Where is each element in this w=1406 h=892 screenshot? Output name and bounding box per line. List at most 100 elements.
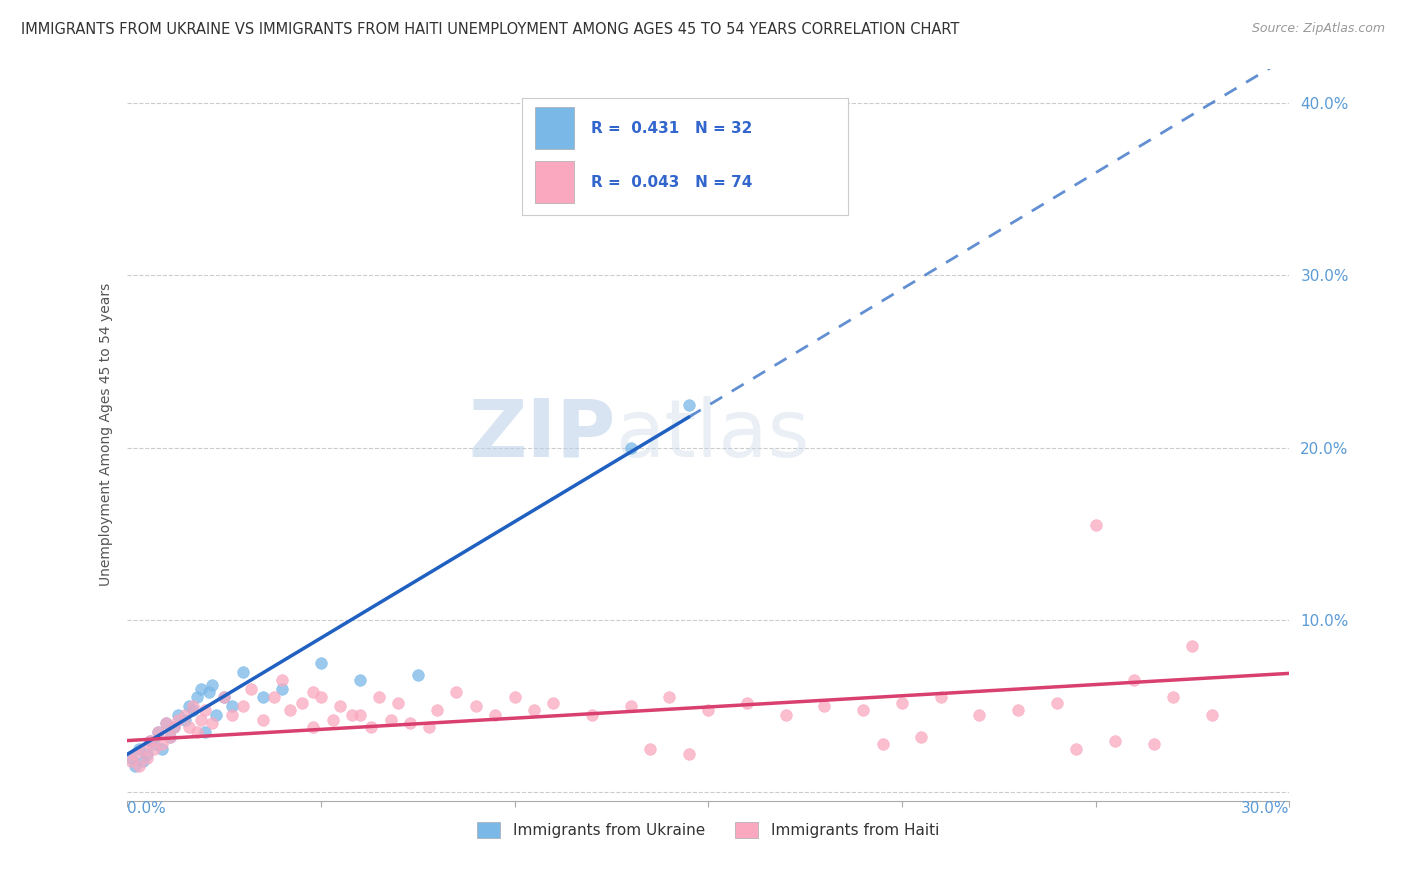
Point xyxy=(174,707,197,722)
Point xyxy=(190,681,212,696)
Text: 30.0%: 30.0% xyxy=(1240,801,1289,816)
Point xyxy=(1123,673,1146,688)
Point xyxy=(252,713,274,727)
Point xyxy=(232,665,254,679)
Point xyxy=(128,742,150,756)
Point xyxy=(349,673,371,688)
Point xyxy=(120,751,142,765)
Point xyxy=(201,716,224,731)
Point xyxy=(581,707,603,722)
Point xyxy=(484,707,506,722)
Point xyxy=(418,720,440,734)
Point xyxy=(503,690,526,705)
Point xyxy=(735,696,758,710)
Point xyxy=(163,720,186,734)
Point xyxy=(124,759,146,773)
Point xyxy=(464,699,486,714)
Point xyxy=(309,690,332,705)
Point xyxy=(181,702,204,716)
Point xyxy=(1161,690,1184,705)
Point xyxy=(148,725,170,739)
Point xyxy=(910,730,932,744)
Y-axis label: Unemployment Among Ages 45 to 54 years: Unemployment Among Ages 45 to 54 years xyxy=(100,283,114,586)
Point xyxy=(322,713,344,727)
Point xyxy=(163,720,186,734)
Point xyxy=(132,754,155,768)
Point xyxy=(929,690,952,705)
Point xyxy=(290,696,312,710)
Text: ZIP: ZIP xyxy=(468,396,616,474)
Point xyxy=(1046,696,1069,710)
Point xyxy=(124,747,146,762)
Point xyxy=(120,754,142,768)
Point xyxy=(1201,707,1223,722)
Point xyxy=(523,702,546,716)
Point xyxy=(179,699,201,714)
Point xyxy=(221,707,243,722)
Point xyxy=(890,696,912,710)
Point xyxy=(135,747,157,762)
Point xyxy=(139,733,162,747)
Point xyxy=(368,690,391,705)
Point xyxy=(278,702,301,716)
Point xyxy=(271,673,294,688)
Point xyxy=(872,737,894,751)
Point xyxy=(302,720,325,734)
Point xyxy=(190,713,212,727)
Point xyxy=(252,690,274,705)
Point xyxy=(132,742,155,756)
Point xyxy=(166,707,188,722)
Point xyxy=(240,681,263,696)
Point xyxy=(638,742,661,756)
Point xyxy=(150,742,173,756)
Point xyxy=(302,685,325,699)
Text: Source: ZipAtlas.com: Source: ZipAtlas.com xyxy=(1251,22,1385,36)
Point xyxy=(1104,733,1126,747)
Point xyxy=(446,685,468,699)
Point xyxy=(179,720,201,734)
Point xyxy=(159,730,181,744)
Point xyxy=(543,696,565,710)
Point xyxy=(186,725,208,739)
Legend: Immigrants from Ukraine, Immigrants from Haiti: Immigrants from Ukraine, Immigrants from… xyxy=(471,816,945,845)
Point xyxy=(221,699,243,714)
Point xyxy=(426,702,449,716)
Point xyxy=(155,716,177,731)
Point xyxy=(174,713,197,727)
Point xyxy=(697,702,720,716)
Point xyxy=(813,699,835,714)
Point xyxy=(135,751,157,765)
Point xyxy=(620,441,643,455)
Point xyxy=(201,678,224,692)
Point xyxy=(194,725,217,739)
Point xyxy=(232,699,254,714)
Point xyxy=(969,707,991,722)
Point xyxy=(150,737,173,751)
Point xyxy=(309,656,332,670)
Point xyxy=(181,699,204,714)
Point xyxy=(139,733,162,747)
Point xyxy=(678,747,700,762)
Point xyxy=(263,690,285,705)
Point xyxy=(212,690,235,705)
Point xyxy=(360,720,382,734)
Point xyxy=(194,702,217,716)
Point xyxy=(1143,737,1166,751)
Point xyxy=(852,702,875,716)
Point xyxy=(143,737,166,751)
Point xyxy=(159,730,181,744)
Point xyxy=(1084,518,1107,533)
Point xyxy=(166,713,188,727)
Point xyxy=(143,742,166,756)
Text: 0.0%: 0.0% xyxy=(128,801,166,816)
Point xyxy=(148,725,170,739)
Point xyxy=(271,681,294,696)
Point xyxy=(1181,639,1204,653)
Point xyxy=(155,716,177,731)
Point xyxy=(678,398,700,412)
Point xyxy=(205,707,228,722)
Point xyxy=(212,690,235,705)
Point xyxy=(340,707,363,722)
Point xyxy=(620,699,643,714)
Point xyxy=(399,716,422,731)
